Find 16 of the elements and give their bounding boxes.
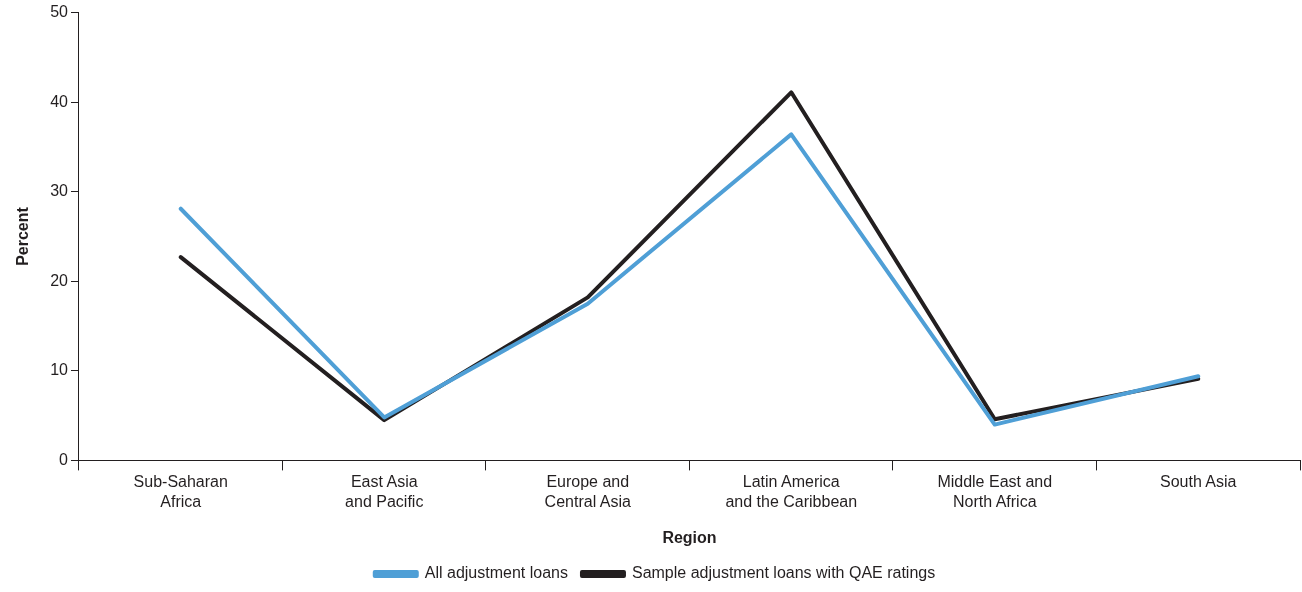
y-tick-label: 30 [50, 182, 69, 200]
legend-label: Sample adjustment loans with QAE ratings [631, 564, 936, 582]
x-tick-label: Latin America and the Caribbean [725, 473, 858, 510]
x-axis-title: Region [662, 528, 717, 546]
x-tick-label: Middle East and North Africa [937, 473, 1053, 510]
x-tick-label: South Asia [1160, 473, 1237, 491]
x-tick-label: Europe and Central Asia [544, 473, 631, 510]
y-tick-label: 50 [50, 3, 69, 21]
legend-label: All adjustment loans [424, 564, 568, 582]
y-tick-label: 0 [59, 450, 69, 468]
y-tick-label: 10 [50, 361, 69, 379]
y-tick-label: 20 [50, 271, 69, 289]
y-tick-label: 40 [50, 92, 69, 110]
x-tick-label: Sub-Saharan Africa [133, 473, 228, 510]
y-axis-title: Percent [14, 206, 32, 266]
x-tick-label: East Asia and Pacific [345, 473, 424, 510]
